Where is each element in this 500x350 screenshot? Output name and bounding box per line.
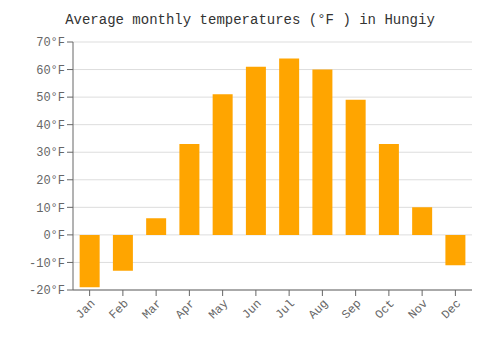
svg-text:Apr: Apr xyxy=(173,297,198,322)
svg-text:-10°F: -10°F xyxy=(29,257,65,271)
svg-text:Jul: Jul xyxy=(273,297,298,322)
svg-text:Jun: Jun xyxy=(240,297,265,322)
svg-text:-20°F: -20°F xyxy=(29,284,65,298)
svg-text:Aug: Aug xyxy=(306,297,331,322)
svg-text:Oct: Oct xyxy=(373,297,398,322)
svg-text:60°F: 60°F xyxy=(36,64,65,78)
svg-text:40°F: 40°F xyxy=(36,119,65,133)
svg-text:20°F: 20°F xyxy=(36,174,65,188)
svg-text:70°F: 70°F xyxy=(36,36,65,50)
svg-text:Feb: Feb xyxy=(107,297,132,322)
svg-text:Nov: Nov xyxy=(406,297,431,322)
svg-text:May: May xyxy=(206,297,231,322)
svg-text:50°F: 50°F xyxy=(36,91,65,105)
svg-text:Mar: Mar xyxy=(140,297,165,322)
html-text:Average monthly temperatures (: Average monthly temperatures (°F ) in Hu… xyxy=(65,12,435,28)
svg-text:10°F: 10°F xyxy=(36,202,65,216)
svg-text:30°F: 30°F xyxy=(36,146,65,160)
svg-text:Sep: Sep xyxy=(339,297,364,322)
svg-text:Jan: Jan xyxy=(73,297,98,322)
svg-text:Dec: Dec xyxy=(439,297,464,322)
svg-text:0°F: 0°F xyxy=(43,229,65,243)
